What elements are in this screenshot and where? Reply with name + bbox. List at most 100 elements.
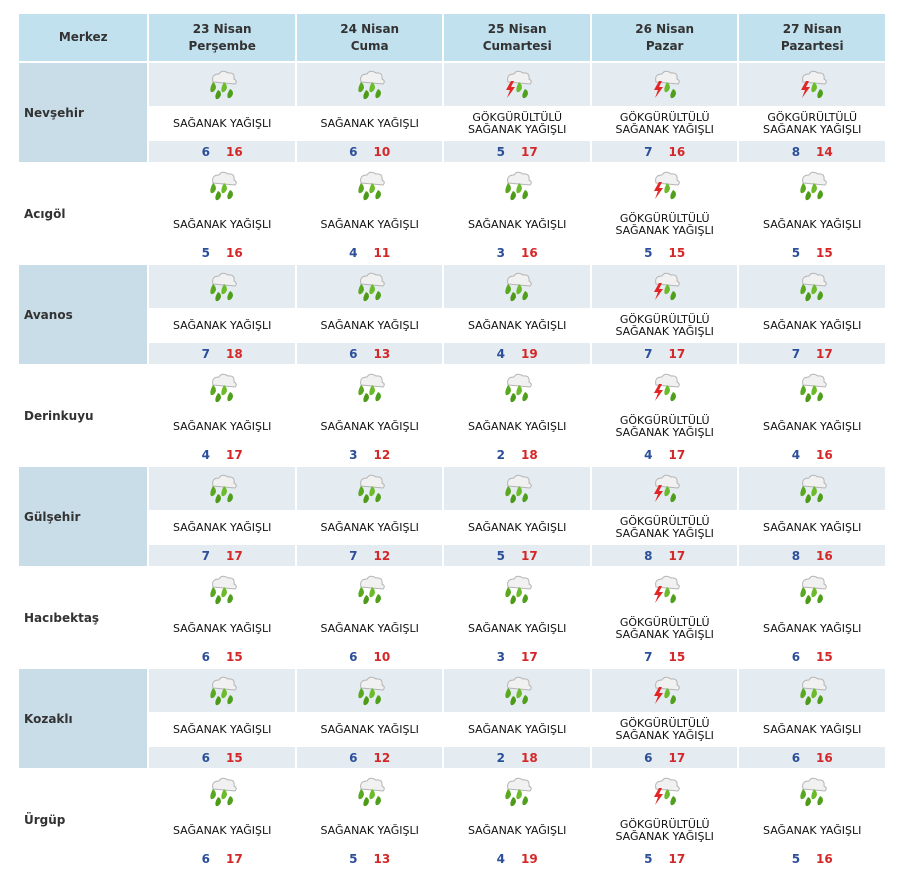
description-line: SAĞANAK YAĞIŞLI xyxy=(173,116,272,130)
weather-description: GÖKGÜRÜLTÜLÜ SAĞANAK YAĞIŞLI xyxy=(739,106,885,141)
min-temperature: 6 xyxy=(349,649,358,664)
thunder-shower-icon xyxy=(647,574,683,606)
city-icon-row: Kozaklı xyxy=(19,669,885,768)
temperature-cell: 6 16 xyxy=(739,747,885,768)
rain-shower-icon xyxy=(794,473,830,505)
description-line: SAĞANAK YAĞIŞLI xyxy=(763,419,862,433)
max-temperature: 16 xyxy=(816,548,833,563)
weather-description: SAĞANAK YAĞIŞLI xyxy=(297,106,443,141)
day-weekday: Cumartesi xyxy=(482,38,552,53)
weather-description: SAĞANAK YAĞIŞLI xyxy=(444,611,590,646)
min-temperature: 5 xyxy=(201,245,211,260)
description-line: SAĞANAK YAĞIŞLI xyxy=(615,627,714,641)
city-icon-row: Acıgöl xyxy=(19,164,885,263)
thunder-shower-icon xyxy=(647,170,683,202)
min-temperature: 5 xyxy=(644,851,653,866)
min-temperature: 6 xyxy=(201,649,211,664)
temperature-cell: 5 15 xyxy=(739,242,885,263)
weather-icon-cell xyxy=(592,770,738,813)
temperature-cell: 6 15 xyxy=(149,747,295,768)
weather-icon-cell xyxy=(149,770,295,813)
weather-description: GÖKGÜRÜLTÜLÜ SAĞANAK YAĞIŞLI xyxy=(592,510,738,545)
min-temperature: 3 xyxy=(496,245,506,260)
min-temperature: 7 xyxy=(349,548,358,563)
description-line: SAĞANAK YAĞIŞLI xyxy=(763,318,862,332)
max-temperature: 18 xyxy=(226,346,243,361)
rain-shower-icon xyxy=(352,170,388,202)
weather-description: SAĞANAK YAĞIŞLI xyxy=(444,207,590,242)
weather-description: SAĞANAK YAĞIŞLI xyxy=(739,409,885,444)
weather-description: GÖKGÜRÜLTÜLÜ SAĞANAK YAĞIŞLI xyxy=(592,106,738,141)
forecast-table: Merkez 23 Nisan Perşembe 24 Nisan Cuma 25 … xyxy=(17,14,887,869)
max-temperature: 15 xyxy=(668,649,686,664)
city-icon-row: Ürgüp xyxy=(19,770,885,869)
temperature-cell: 4 19 xyxy=(444,343,590,364)
temperature-cell: 7 17 xyxy=(149,545,295,566)
rain-shower-icon xyxy=(204,372,240,404)
weather-icon-cell xyxy=(149,568,295,611)
day-date: 26 Nisan xyxy=(635,21,695,36)
weather-icon-cell xyxy=(149,63,295,106)
weather-icon-cell xyxy=(297,366,443,409)
weather-description: SAĞANAK YAĞIŞLI xyxy=(739,611,885,646)
max-temperature: 12 xyxy=(373,750,391,765)
temperature-cell: 7 15 xyxy=(592,646,738,667)
max-temperature: 15 xyxy=(226,750,243,765)
description-line: SAĞANAK YAĞIŞLI xyxy=(615,122,714,136)
description-line: SAĞANAK YAĞIŞLI xyxy=(173,823,272,837)
temperature-cell: 6 15 xyxy=(739,646,885,667)
max-temperature: 16 xyxy=(816,447,833,462)
max-temperature: 17 xyxy=(521,548,538,563)
rain-shower-icon xyxy=(794,372,830,404)
weather-description: SAĞANAK YAĞIŞLI xyxy=(297,409,443,444)
weather-description: SAĞANAK YAĞIŞLI xyxy=(149,308,295,343)
temperature-cell: 7 12 xyxy=(296,545,443,566)
temperature-cell: 4 17 xyxy=(592,444,738,465)
forecast-table-wrapper: Merkez 23 Nisan Perşembe 24 Nisan Cuma 25 … xyxy=(17,14,887,869)
description-line: SAĞANAK YAĞIŞLI xyxy=(615,324,714,338)
rain-shower-icon xyxy=(352,776,388,808)
city-name: Gülşehir xyxy=(19,467,148,566)
day-header: 25 Nisan Cumartesi xyxy=(444,14,590,61)
city-icon-row: Derinkuyu xyxy=(19,366,885,465)
day-date: 25 Nisan xyxy=(487,21,547,36)
description-line: SAĞANAK YAĞIŞLI xyxy=(173,722,272,736)
description-line: SAĞANAK YAĞIŞLI xyxy=(320,823,419,837)
max-temperature: 15 xyxy=(226,649,243,664)
city-desc-row: SAĞANAK YAĞIŞLI SAĞANAK YAĞIŞLI SAĞANAK YA… xyxy=(19,712,885,747)
thunder-shower-icon xyxy=(499,69,535,101)
max-temperature: 16 xyxy=(521,245,538,260)
weather-icon-cell xyxy=(739,164,885,207)
rain-shower-icon xyxy=(352,473,388,505)
rain-shower-icon xyxy=(204,69,240,101)
temperature-cell: 2 18 xyxy=(444,747,590,768)
city-temp-row: 6 15 6 10 3 17 7 15 6 15 xyxy=(19,646,885,667)
temperature-cell: 5 16 xyxy=(739,848,885,869)
day-header: 27 Nisan Pazartesi xyxy=(739,14,885,61)
max-temperature: 19 xyxy=(521,346,538,361)
city-desc-row: SAĞANAK YAĞIŞLI SAĞANAK YAĞIŞLI GÖKGÜRÜLTÜ… xyxy=(19,106,885,141)
temperature-cell: 5 17 xyxy=(444,545,590,566)
header-row: Merkez 23 Nisan Perşembe 24 Nisan Cuma 25 … xyxy=(19,14,885,61)
min-temperature: 6 xyxy=(201,851,211,866)
description-line: SAĞANAK YAĞIŞLI xyxy=(468,621,567,635)
thunder-shower-icon xyxy=(647,69,683,101)
day-date: 24 Nisan xyxy=(340,21,400,36)
min-temperature: 6 xyxy=(644,750,653,765)
rain-shower-icon xyxy=(794,675,830,707)
city-temp-row: 6 15 6 12 2 18 6 17 6 16 xyxy=(19,747,885,768)
city-desc-row: SAĞANAK YAĞIŞLI SAĞANAK YAĞIŞLI SAĞANAK YA… xyxy=(19,611,885,646)
max-temperature: 16 xyxy=(816,851,833,866)
city-temp-row: 6 16 6 10 5 17 7 16 8 14 xyxy=(19,141,885,162)
weather-icon-cell xyxy=(297,568,443,611)
weather-description: SAĞANAK YAĞIŞLI xyxy=(149,207,295,242)
description-line: GÖKGÜRÜLTÜLÜ xyxy=(619,716,710,730)
temperature-cell: 3 12 xyxy=(297,444,443,465)
max-temperature: 14 xyxy=(816,144,833,159)
weather-description: SAĞANAK YAĞIŞLI xyxy=(739,813,885,848)
description-line: GÖKGÜRÜLTÜLÜ xyxy=(619,817,710,831)
min-temperature: 8 xyxy=(644,548,653,563)
description-line: SAĞANAK YAĞIŞLI xyxy=(173,419,272,433)
weather-icon-cell xyxy=(591,467,738,510)
max-temperature: 17 xyxy=(668,548,686,563)
